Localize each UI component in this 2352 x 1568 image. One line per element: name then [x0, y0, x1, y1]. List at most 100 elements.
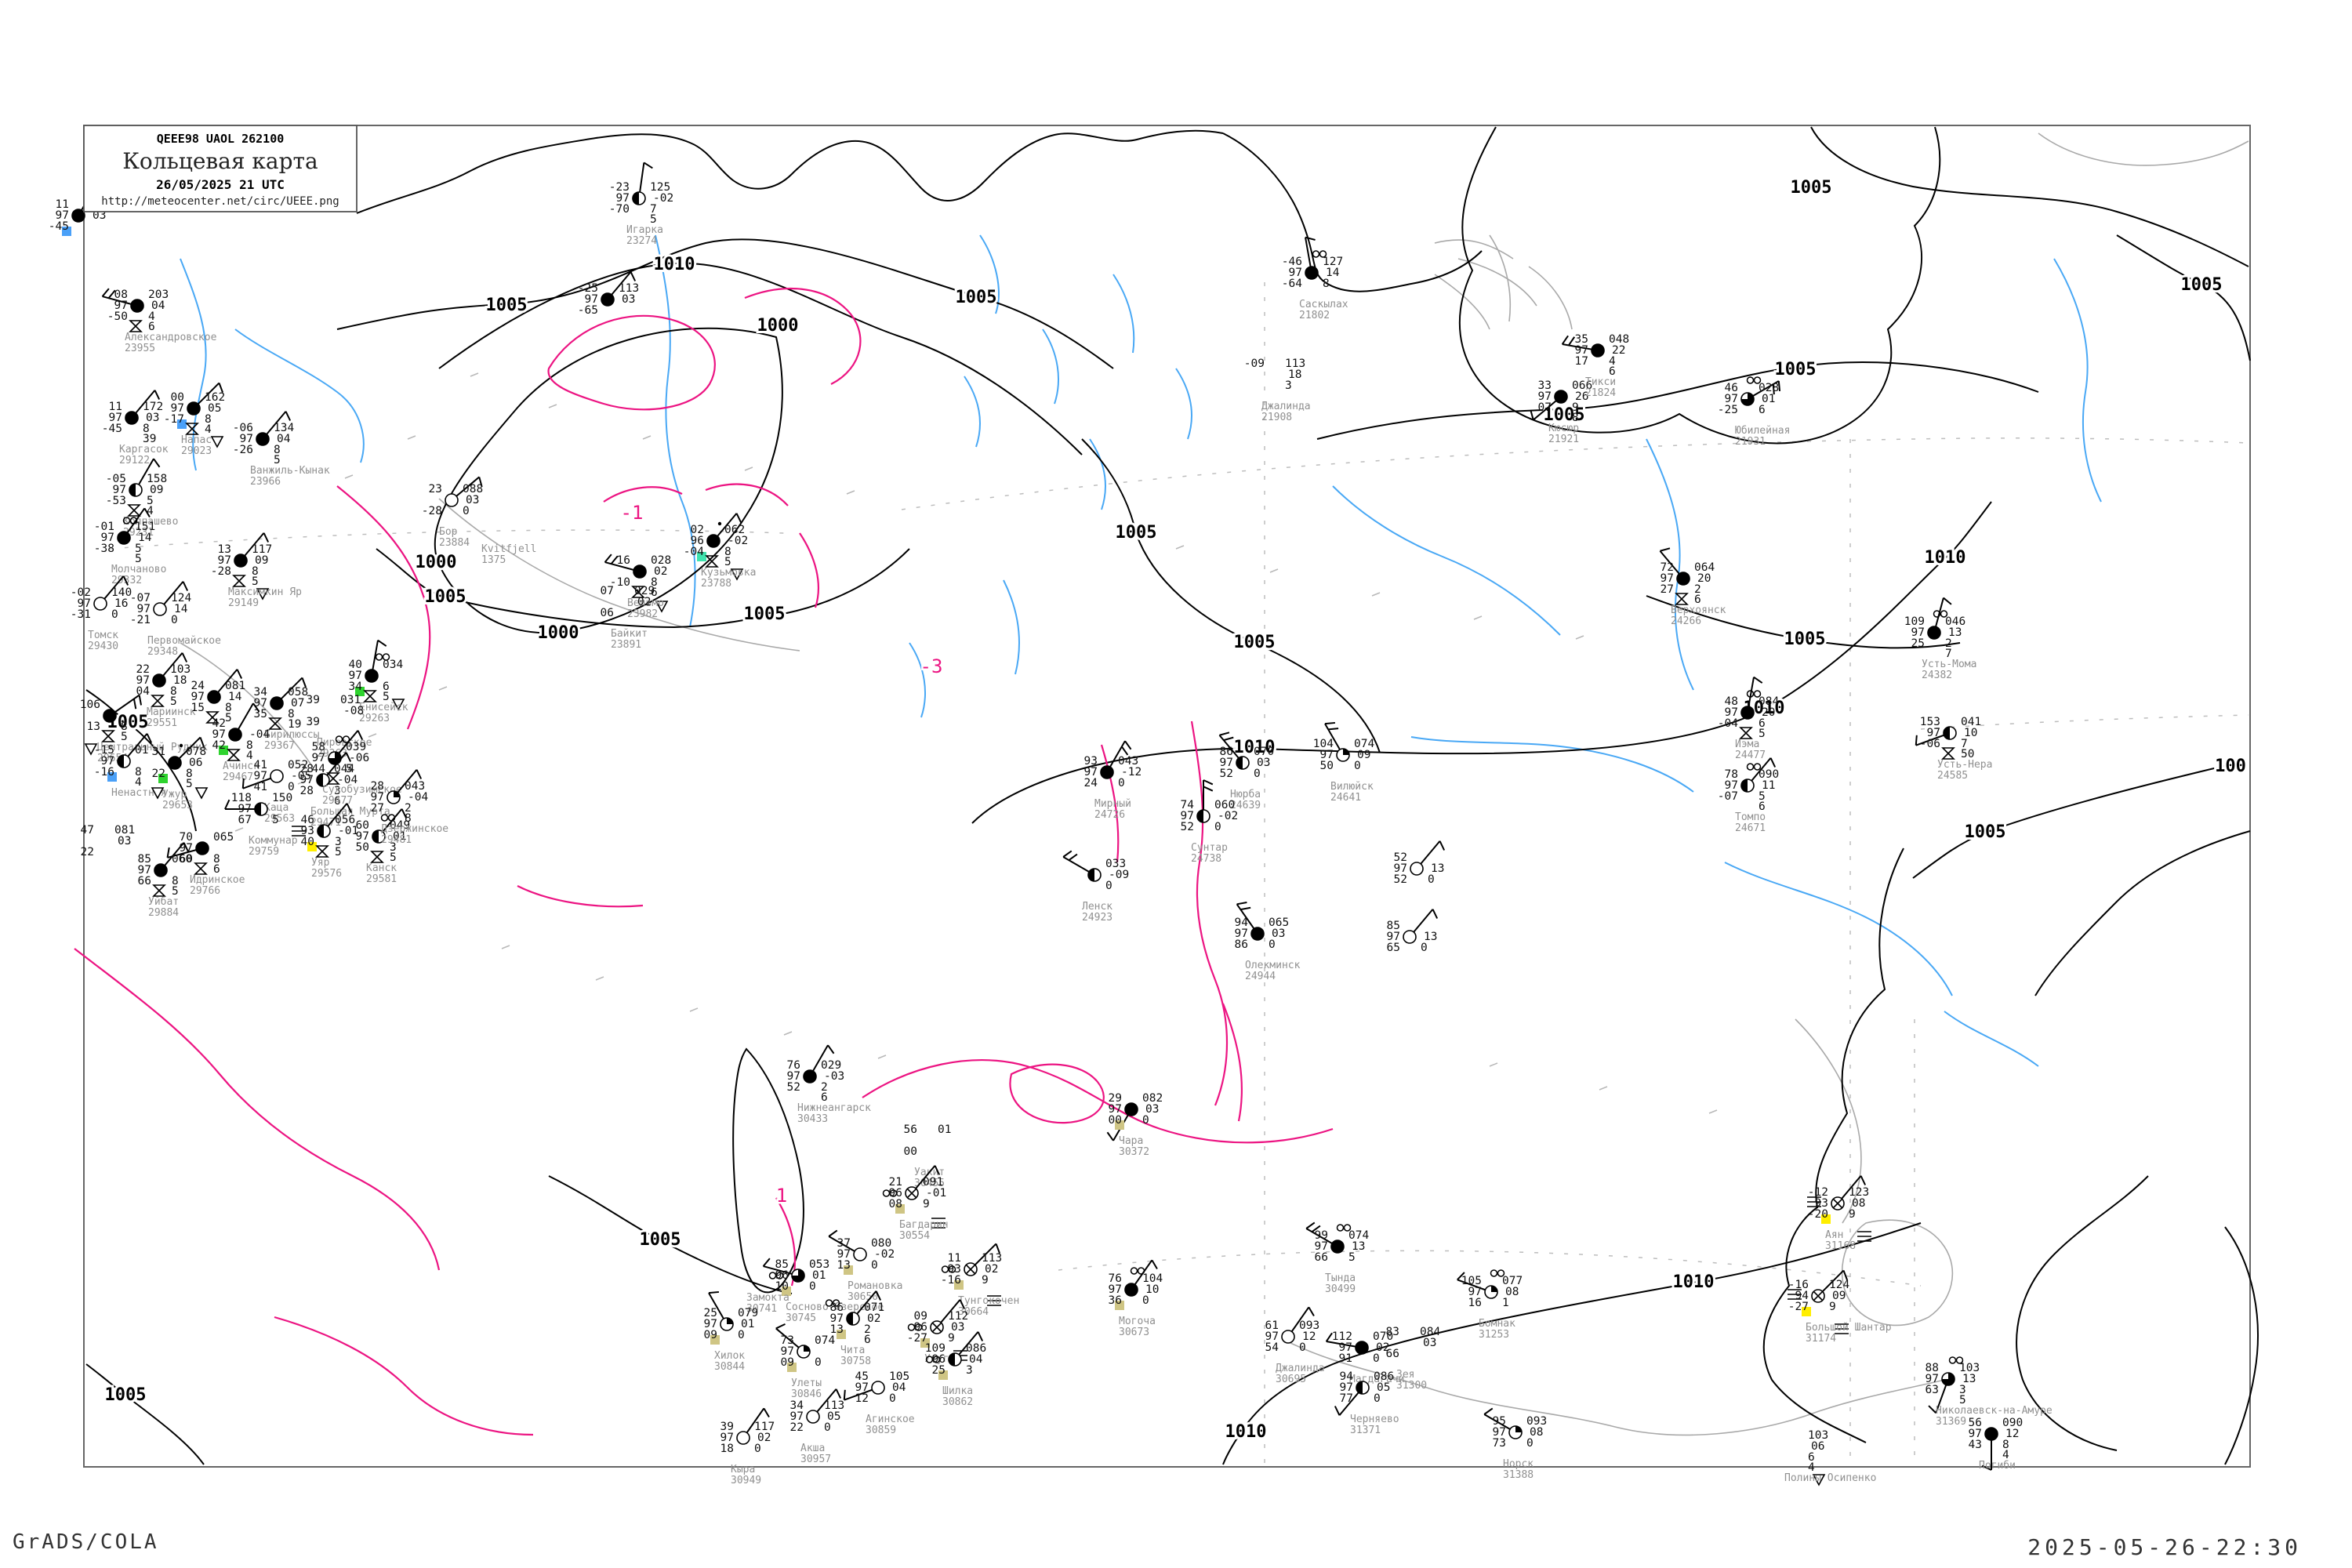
station-value-left: 97 [191, 691, 205, 703]
station-name: Акша [800, 1443, 825, 1454]
station-value-right: 070 [1254, 746, 1274, 758]
station-value-right: 4 [246, 750, 253, 762]
station-value-right: 4 [135, 776, 142, 789]
cloud-cover-icon [601, 292, 615, 307]
station-value-left: 97 [1911, 626, 1925, 639]
station-id: 29263 [359, 713, 390, 724]
weather-marker-square [158, 774, 168, 783]
station-name: Ванжиль-Кынак [250, 465, 330, 477]
station-value-right: 8 [2002, 1439, 2009, 1451]
cloud-cover-icon [152, 673, 166, 688]
station-value-left: 74 [1181, 799, 1195, 811]
station-value-left: 105 [1461, 1275, 1482, 1287]
station-id: 30664 [958, 1306, 989, 1318]
station-value-right: 048 [1609, 333, 1629, 346]
station-value-right: 086 [966, 1342, 986, 1355]
cloud-cover-icon [1811, 1289, 1825, 1303]
station-value-left: 09 [781, 1356, 794, 1369]
station-name: Енисейск [359, 702, 408, 713]
station-name: Николаевск-на-Амуре [1936, 1405, 2053, 1417]
station-value-left: 15 [191, 702, 205, 714]
station-value-left: 97 [790, 1410, 804, 1423]
station-name: Томпо [1735, 811, 1766, 823]
station-value-right: -09 [1109, 869, 1129, 881]
station-value-left: 42 [212, 739, 226, 752]
station-value-right: 9 [982, 1274, 989, 1287]
station-value-right: -08 [343, 705, 364, 717]
station-value-right: 8 [1323, 278, 1330, 290]
station-value-right: 039 [346, 741, 366, 753]
station-value-left: 11 [56, 198, 69, 211]
station-value-right: 5 [135, 543, 142, 555]
station-value-right: 08 [1530, 1426, 1543, 1439]
station-value-right: 5 [170, 695, 177, 708]
station-value-left: 97 [1339, 1341, 1352, 1354]
station-value-right: 5 [390, 851, 397, 864]
station-value-right: 06 [1811, 1440, 1824, 1453]
station-value-left: 72 [1661, 561, 1674, 574]
station-id: 30554 [899, 1230, 930, 1242]
station-value-right: 5 [272, 814, 279, 826]
station-value-left: 25 [932, 1364, 946, 1377]
isobar-label: 1005 [1775, 360, 1817, 379]
station-value-right: 0 [463, 505, 470, 517]
station-value-right: 117 [252, 543, 272, 556]
station-value-right: 8 [274, 444, 281, 456]
station-value-left: 35 [1575, 333, 1588, 346]
station-id: 29884 [148, 907, 179, 919]
station-value-left: 153 [1920, 716, 1940, 728]
station-value-right: 9 [923, 1198, 930, 1210]
station-value-left: 44 [312, 763, 326, 775]
station-value-left: 34 [254, 686, 268, 699]
station-value-right: 0 [1354, 760, 1361, 772]
isobar-label: 1005 [1544, 405, 1585, 425]
cloud-cover-icon [328, 751, 342, 765]
station-value-right: 103 [1808, 1429, 1828, 1442]
station-value-left: 09 [914, 1310, 927, 1323]
station-id: 24639 [1230, 800, 1261, 811]
station-value-left: -16 [1788, 1279, 1809, 1291]
station-value-left: 47 [81, 824, 94, 837]
station-value-right: 053 [809, 1258, 829, 1271]
station-name: Верхоянск [1671, 604, 1726, 616]
cloud-cover-icon [1740, 392, 1755, 406]
station-value-right: 0 [1421, 942, 1428, 954]
station-id: 29430 [88, 641, 118, 652]
station-id: 30844 [714, 1361, 745, 1373]
weather-marker-square [844, 1265, 853, 1275]
station-value-left: 40 [349, 659, 362, 671]
station-value-right: 09 [1832, 1290, 1846, 1302]
isobar-label: 1005 [486, 296, 528, 315]
station-value-left: -04 [684, 546, 704, 558]
station-value-left: -38 [94, 543, 114, 555]
station-value-right: 6 [821, 1091, 828, 1104]
station-value-left: 91 [1339, 1352, 1352, 1365]
station-name: Ленск [1082, 901, 1112, 913]
station-name: Усть-Нера [1937, 759, 1992, 771]
cloud-cover-icon [365, 669, 379, 683]
station-value-right: 05 [208, 402, 221, 415]
station-id: 31369 [1936, 1416, 1966, 1428]
station-name: Уйбат [148, 896, 179, 908]
station-name: Улеты [791, 1377, 822, 1389]
station-id: 29467 [223, 771, 253, 783]
station-value-left: 97 [1340, 1381, 1353, 1394]
isobar-label: 1005 [425, 587, 466, 607]
station-value-right: 0 [1142, 1114, 1149, 1127]
station-id: 30433 [797, 1113, 828, 1125]
station-value-right: 033 [1105, 858, 1126, 870]
station-value-left: 97 [218, 554, 231, 567]
station-value-left: 10 [775, 1280, 789, 1293]
cloud-cover-icon [207, 690, 221, 704]
dot-symbol-icon [179, 743, 183, 748]
